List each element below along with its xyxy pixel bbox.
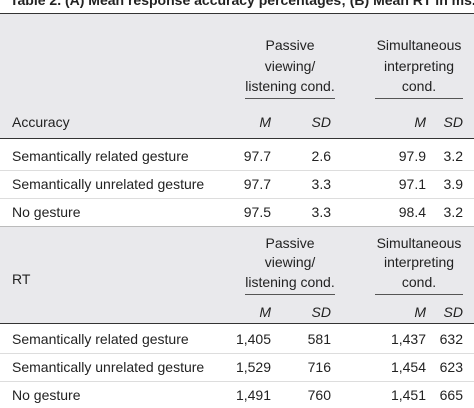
cell: 623 [439, 359, 463, 375]
group-header: interpreting [383, 254, 455, 270]
row-separator [0, 353, 474, 354]
column-header: M [259, 114, 271, 130]
group-underline [375, 98, 463, 99]
cell: 1,454 [390, 359, 426, 375]
cell: 1,405 [235, 331, 271, 347]
header-rule [0, 323, 474, 324]
cell: 97.9 [398, 148, 426, 164]
group-header: cond. [401, 274, 437, 290]
cell: 632 [439, 331, 463, 347]
row-label: Semantically related gesture [12, 331, 189, 347]
header-band [0, 14, 474, 138]
group-header: viewing/ [264, 254, 316, 270]
cell: 97.7 [243, 176, 271, 192]
column-header: SD [311, 304, 331, 320]
row-label: No gesture [12, 204, 81, 220]
row-separator [0, 381, 474, 382]
group-underline [245, 98, 335, 99]
cell: 2.6 [311, 148, 331, 164]
row-label: Semantically unrelated gesture [12, 176, 205, 192]
column-header: SD [311, 114, 331, 130]
group-underline [375, 294, 463, 295]
group-header: Passive [265, 235, 315, 251]
cell: 1,529 [235, 359, 271, 375]
group-header: listening cond. [245, 274, 335, 290]
column-header: M [414, 304, 426, 320]
group-header: cond. [401, 78, 437, 94]
cell: 716 [307, 359, 331, 375]
cell: 3.2 [443, 148, 463, 164]
row-separator [0, 170, 474, 171]
header-band [0, 227, 474, 323]
row-separator [0, 198, 474, 199]
cell: 97.1 [398, 176, 426, 192]
row-label: No gesture [12, 387, 81, 403]
group-header: listening cond. [245, 78, 335, 94]
cell: 760 [307, 387, 331, 403]
cell: 97.5 [243, 204, 271, 220]
cell: 581 [307, 331, 331, 347]
section-label: Accuracy [12, 114, 70, 130]
section-rule [0, 226, 474, 227]
row-label: Semantically related gesture [12, 148, 189, 164]
cell: 665 [439, 387, 463, 403]
column-header: SD [443, 304, 463, 320]
cell: 97.7 [243, 148, 271, 164]
group-underline [245, 294, 335, 295]
cell: 3.3 [311, 204, 331, 220]
section-label: RT [12, 271, 31, 287]
cell: 3.9 [443, 176, 463, 192]
row-label: Semantically unrelated gesture [12, 359, 205, 375]
group-header: viewing/ [264, 58, 316, 74]
cell: 3.3 [311, 176, 331, 192]
cell: 98.4 [398, 204, 426, 220]
cell: 1,451 [390, 387, 426, 403]
column-header: SD [443, 114, 463, 130]
header-rule [0, 138, 474, 139]
column-header: M [259, 304, 271, 320]
column-header: M [414, 114, 426, 130]
caption: Table 2. (A) Mean response accuracy perc… [10, 0, 474, 8]
group-header: Simultaneous [376, 235, 462, 251]
cell: 3.2 [443, 204, 463, 220]
group-header: Passive [265, 37, 315, 53]
top-rule [0, 13, 474, 14]
group-header: interpreting [383, 58, 455, 74]
cell: 1,491 [235, 387, 271, 403]
group-header: Simultaneous [376, 37, 462, 53]
cell: 1,437 [390, 331, 426, 347]
